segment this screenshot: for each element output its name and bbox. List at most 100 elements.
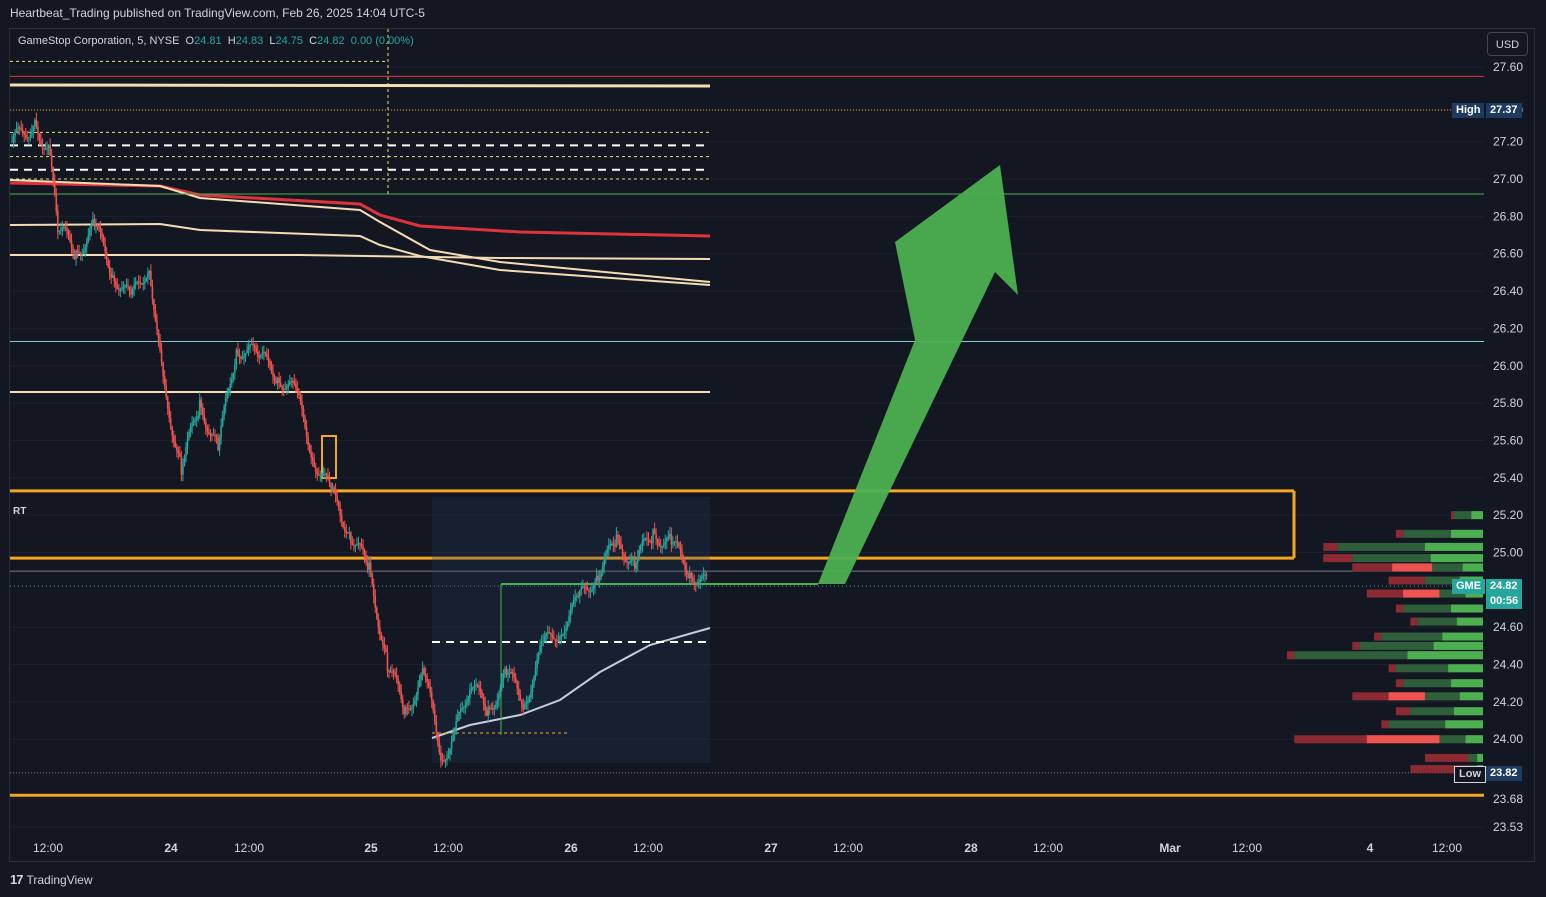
- candle-body: [464, 705, 467, 707]
- candle-body: [698, 581, 700, 584]
- candle-body: [585, 587, 587, 589]
- open-value: 24.81: [194, 35, 222, 47]
- y-tick-label: 26.00: [1493, 359, 1523, 373]
- candle-body: [571, 604, 573, 610]
- vp-bar-up: [1359, 641, 1483, 650]
- candle-body: [339, 508, 341, 516]
- candle-body: [345, 530, 348, 533]
- candle-body: [24, 134, 27, 137]
- candle-body: [64, 227, 67, 229]
- candle-body: [278, 377, 280, 383]
- candle-body: [105, 251, 108, 260]
- tradingview-logo[interactable]: 17 TradingView: [10, 872, 93, 887]
- candle-body: [35, 119, 38, 127]
- candle-body: [180, 456, 183, 475]
- candle-body: [56, 210, 59, 232]
- vp-bar-up: [1410, 707, 1483, 716]
- candle-body: [588, 590, 590, 592]
- candle-body: [127, 285, 129, 287]
- candle-body: [137, 281, 140, 283]
- candle-body: [108, 267, 111, 274]
- candle-body: [469, 689, 471, 698]
- candle-body: [446, 757, 448, 761]
- candle-body: [575, 595, 578, 597]
- candle-body: [272, 371, 274, 377]
- projection-arrow: [818, 165, 1018, 584]
- candle-body: [466, 702, 468, 706]
- candle-body: [134, 282, 137, 285]
- candle-body: [504, 668, 506, 674]
- candle-body: [495, 704, 497, 708]
- candle-body: [317, 474, 320, 476]
- candle-body: [147, 273, 149, 279]
- candle-body: [568, 615, 570, 623]
- band-line: [431, 627, 711, 739]
- candle-body: [124, 285, 126, 287]
- time-axis[interactable]: 12:00 24 12:00 25 12:00 26 12:00 27 12:00 28 12:00…: [33, 841, 1462, 855]
- candle-body: [682, 557, 685, 564]
- y-tick-label: 25.40: [1493, 471, 1523, 485]
- symbol-name: GameStop Corporation, 5, NYSE: [18, 35, 180, 47]
- candle-body: [511, 672, 514, 674]
- vp-bar-down-core: [1366, 735, 1440, 744]
- candle-body: [298, 391, 300, 396]
- y-tick-label: 24.40: [1493, 658, 1523, 672]
- vp-bar-up-core: [1453, 707, 1483, 716]
- candle-body: [241, 357, 244, 359]
- candle-body: [99, 228, 102, 233]
- candle-body: [163, 376, 166, 386]
- candle-body: [102, 237, 105, 245]
- candle-body: [227, 388, 230, 394]
- candle-body: [230, 378, 233, 384]
- candle-body: [417, 687, 419, 695]
- candle-body: [623, 554, 625, 559]
- candle-body: [351, 543, 354, 545]
- candle-body: [285, 386, 288, 389]
- candle-body: [26, 136, 29, 138]
- candle-body: [702, 574, 705, 577]
- candle-body: [372, 584, 375, 597]
- y-tick-label: 26.40: [1493, 284, 1523, 298]
- candle-body: [380, 634, 383, 641]
- candle-body: [238, 353, 241, 357]
- candle-body: [566, 622, 569, 628]
- low-tag-value: 23.82: [1486, 765, 1522, 781]
- candle-body: [113, 275, 116, 282]
- candle-body: [93, 219, 96, 226]
- candle-body: [185, 447, 187, 457]
- candle-body: [459, 709, 462, 712]
- candle-body: [165, 385, 167, 397]
- candle-body: [82, 251, 85, 254]
- candle-body: [681, 551, 683, 558]
- open-label: O: [185, 35, 195, 47]
- candle-body: [582, 586, 584, 588]
- candle-body: [95, 225, 97, 227]
- candle-body: [342, 521, 345, 528]
- candle-body: [34, 119, 36, 127]
- candle-body: [533, 676, 535, 685]
- chart-pane[interactable]: [9, 28, 1535, 862]
- candle-body: [609, 543, 612, 546]
- candle-body: [237, 349, 239, 354]
- high-tag-label: High: [1452, 102, 1485, 118]
- candle-body: [400, 691, 403, 700]
- candle-body: [321, 474, 323, 476]
- price-axis[interactable]: 27.6027.4027.2027.0026.8026.6026.4026.20…: [1493, 60, 1523, 834]
- candle-body: [330, 482, 332, 489]
- candle-body: [53, 179, 56, 195]
- vp-bar-up: [1403, 529, 1483, 538]
- vp-bar-up-core: [1451, 529, 1483, 538]
- currency-button[interactable]: USD: [1487, 32, 1528, 56]
- y-tick-label: 24.00: [1493, 732, 1523, 746]
- candle-body: [527, 700, 529, 704]
- candle-body: [530, 691, 532, 698]
- candle-body: [475, 685, 477, 687]
- candle-body: [174, 442, 177, 447]
- vp-bar-up-core: [1433, 641, 1483, 650]
- candle-body: [592, 586, 595, 590]
- candle-body: [217, 437, 219, 451]
- vp-bar-down: [1323, 542, 1338, 551]
- candle-body: [235, 349, 238, 365]
- band-line: [9, 222, 711, 286]
